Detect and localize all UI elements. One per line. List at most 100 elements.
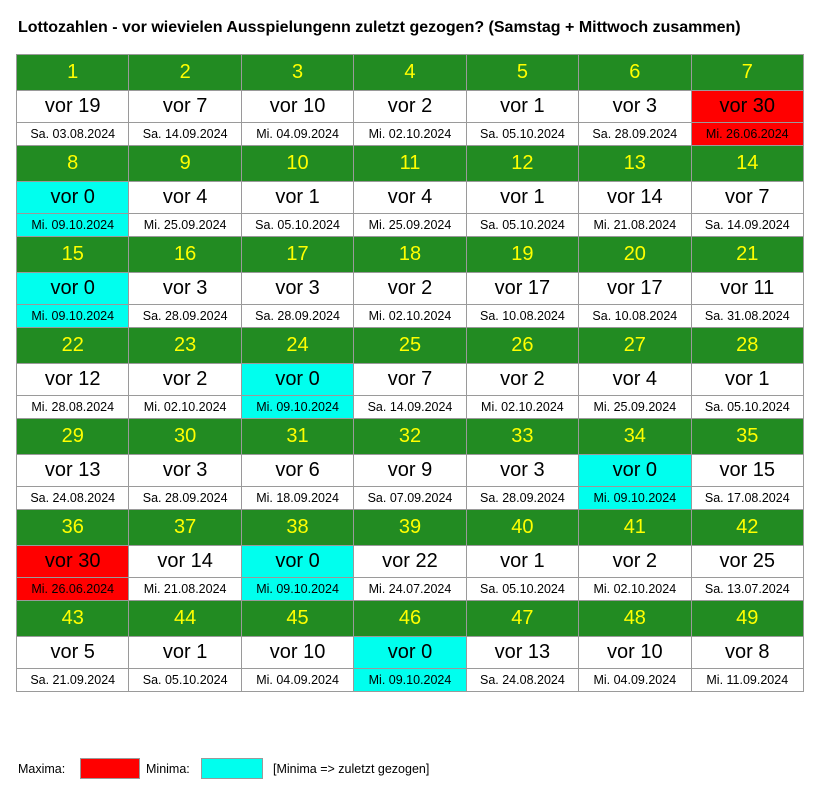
last-drawn-date-cell: Sa. 03.08.2024 — [15, 122, 130, 146]
lotto-number-cell: 35 — [690, 418, 805, 455]
last-drawn-date-row: Sa. 03.08.2024 Sa. 14.09.2024 Mi. 04.09.20… — [15, 122, 805, 146]
last-drawn-date-cell: Mi. 02.10.2024 — [128, 395, 242, 419]
draws-ago-cell: vor 0 — [15, 272, 130, 305]
draws-ago-cell: vor 4 — [353, 181, 467, 214]
last-drawn-date-cell: Sa. 14.09.2024 — [690, 213, 805, 237]
draws-ago-cell: vor 17 — [465, 272, 580, 305]
draws-ago-cell: vor 1 — [128, 636, 242, 669]
draws-ago-cell: vor 9 — [353, 454, 467, 487]
number-row: 29 30 31 32 33 34 35 — [15, 418, 805, 455]
lotto-number-cell: 22 — [15, 327, 130, 364]
draws-ago-cell: vor 3 — [240, 272, 355, 305]
draws-ago-cell: vor 15 — [690, 454, 805, 487]
lotto-number-cell: 8 — [15, 145, 130, 182]
draws-ago-row: vor 30 vor 14 vor 0 vor 22 vor 1 vor 2 vor 25 — [15, 545, 805, 578]
draws-ago-cell: vor 13 — [465, 636, 580, 669]
lotto-number-cell: 42 — [690, 509, 805, 546]
draws-ago-cell: vor 14 — [128, 545, 242, 578]
draws-ago-cell: vor 10 — [240, 90, 355, 123]
lotto-number-cell: 7 — [690, 54, 805, 91]
lotto-number-cell: 4 — [353, 54, 467, 91]
last-drawn-date-cell: Sa. 10.08.2024 — [578, 304, 692, 328]
lotto-number-cell: 21 — [690, 236, 805, 273]
draws-ago-cell: vor 3 — [128, 454, 242, 487]
draws-ago-row: vor 19 vor 7 vor 10 vor 2 vor 1 vor 3 vor 30 — [15, 90, 805, 123]
draws-ago-cell: vor 2 — [353, 90, 467, 123]
draws-ago-cell: vor 5 — [15, 636, 130, 669]
lotto-number-cell: 26 — [465, 327, 580, 364]
lotto-number-cell: 19 — [465, 236, 580, 273]
draws-ago-cell: vor 14 — [578, 181, 692, 214]
last-drawn-date-cell: Mi. 04.09.2024 — [240, 668, 355, 692]
number-row: 43 44 45 46 47 48 49 — [15, 600, 805, 637]
draws-ago-cell: vor 30 — [690, 90, 805, 123]
last-drawn-date-cell: Sa. 24.08.2024 — [15, 486, 130, 510]
lotto-number-cell: 12 — [465, 145, 580, 182]
lotto-number-cell: 29 — [15, 418, 130, 455]
legend-minima-label: Minima: — [146, 762, 190, 776]
draws-ago-cell: vor 0 — [578, 454, 692, 487]
legend-note: [Minima => zuletzt gezogen] — [273, 762, 430, 776]
draws-ago-cell: vor 7 — [128, 90, 242, 123]
draws-ago-cell: vor 0 — [240, 545, 355, 578]
last-drawn-date-cell: Sa. 07.09.2024 — [353, 486, 467, 510]
last-drawn-date-row: Mi. 09.10.2024 Sa. 28.09.2024 Sa. 28.09.20… — [15, 304, 805, 328]
draws-ago-cell: vor 3 — [578, 90, 692, 123]
lotto-number-cell: 25 — [353, 327, 467, 364]
lotto-number-cell: 5 — [465, 54, 580, 91]
number-row: 8 9 10 11 12 13 14 — [15, 145, 805, 182]
lotto-number-cell: 30 — [128, 418, 242, 455]
lotto-number-cell: 13 — [578, 145, 692, 182]
draws-ago-row: vor 0 vor 3 vor 3 vor 2 vor 17 vor 17 vor 11 — [15, 272, 805, 305]
lotto-number-cell: 49 — [690, 600, 805, 637]
page-title: Lottozahlen - vor wievielen Ausspielunge… — [18, 19, 741, 36]
draws-ago-cell: vor 2 — [353, 272, 467, 305]
draws-ago-cell: vor 19 — [15, 90, 130, 123]
draws-ago-row: vor 13 vor 3 vor 6 vor 9 vor 3 vor 0 vor 15 — [15, 454, 805, 487]
lotto-number-cell: 18 — [353, 236, 467, 273]
last-drawn-date-cell: Sa. 28.09.2024 — [240, 304, 355, 328]
lotto-number-cell: 28 — [690, 327, 805, 364]
last-drawn-date-cell: Mi. 11.09.2024 — [690, 668, 805, 692]
last-drawn-date-row: Mi. 28.08.2024 Mi. 02.10.2024 Mi. 09.10.20… — [15, 395, 805, 419]
lotto-number-cell: 24 — [240, 327, 355, 364]
last-drawn-date-cell: Mi. 09.10.2024 — [578, 486, 692, 510]
lotto-number-cell: 17 — [240, 236, 355, 273]
lotto-number-cell: 39 — [353, 509, 467, 546]
lotto-number-cell: 45 — [240, 600, 355, 637]
draws-ago-cell: vor 6 — [240, 454, 355, 487]
lotto-number-cell: 44 — [128, 600, 242, 637]
last-drawn-date-row: Mi. 26.06.2024 Mi. 21.08.2024 Mi. 09.10.20… — [15, 577, 805, 601]
lotto-number-cell: 9 — [128, 145, 242, 182]
lotto-number-cell: 36 — [15, 509, 130, 546]
last-drawn-date-cell: Mi. 25.09.2024 — [578, 395, 692, 419]
legend-maxima-swatch — [80, 758, 140, 779]
lotto-number-cell: 43 — [15, 600, 130, 637]
last-drawn-date-cell: Sa. 21.09.2024 — [15, 668, 130, 692]
lotto-number-cell: 31 — [240, 418, 355, 455]
last-drawn-date-cell: Mi. 02.10.2024 — [465, 395, 580, 419]
last-drawn-date-cell: Sa. 28.09.2024 — [578, 122, 692, 146]
draws-ago-cell: vor 0 — [15, 181, 130, 214]
last-drawn-date-cell: Mi. 09.10.2024 — [240, 577, 355, 601]
number-row: 22 23 24 25 26 27 28 — [15, 327, 805, 364]
draws-ago-cell: vor 0 — [240, 363, 355, 396]
last-drawn-date-cell: Mi. 18.09.2024 — [240, 486, 355, 510]
lotto-number-cell: 11 — [353, 145, 467, 182]
last-drawn-date-cell: Mi. 02.10.2024 — [578, 577, 692, 601]
draws-ago-cell: vor 11 — [690, 272, 805, 305]
last-drawn-date-cell: Sa. 17.08.2024 — [690, 486, 805, 510]
last-drawn-date-cell: Mi. 09.10.2024 — [353, 668, 467, 692]
last-drawn-date-row: Sa. 21.09.2024 Sa. 05.10.2024 Mi. 04.09.20… — [15, 668, 805, 692]
last-drawn-date-cell: Mi. 28.08.2024 — [15, 395, 130, 419]
last-drawn-date-cell: Mi. 09.10.2024 — [15, 213, 130, 237]
last-drawn-date-cell: Mi. 02.10.2024 — [353, 122, 467, 146]
last-drawn-date-cell: Sa. 05.10.2024 — [465, 122, 580, 146]
lotto-number-cell: 34 — [578, 418, 692, 455]
draws-ago-cell: vor 10 — [240, 636, 355, 669]
last-drawn-date-cell: Sa. 13.07.2024 — [690, 577, 805, 601]
last-drawn-date-cell: Mi. 24.07.2024 — [353, 577, 467, 601]
last-drawn-date-cell: Sa. 05.10.2024 — [465, 213, 580, 237]
draws-ago-cell: vor 25 — [690, 545, 805, 578]
